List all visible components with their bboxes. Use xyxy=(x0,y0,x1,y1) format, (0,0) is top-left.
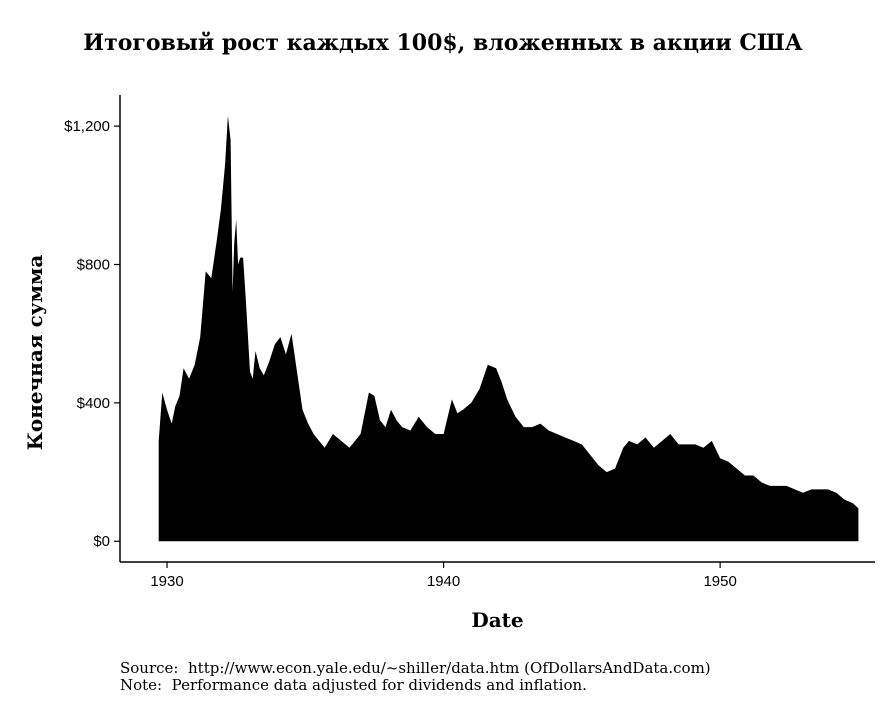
adjustment-note: Note: Performance data adjusted for divi… xyxy=(120,676,587,694)
x-tick-label: 1930 xyxy=(150,573,183,590)
chart-title: Итоговый рост каждых 100$, вложенных в а… xyxy=(83,30,803,56)
y-tick-label: $1,200 xyxy=(64,118,110,135)
x-axis-title: Date xyxy=(471,608,523,632)
y-tick-label: $800 xyxy=(77,257,110,274)
y-tick-label: $0 xyxy=(93,533,110,550)
y-axis-title: Конечная сумма xyxy=(23,255,47,451)
y-tick-label: $400 xyxy=(77,395,110,412)
x-tick-label: 1940 xyxy=(427,573,460,590)
plot-area xyxy=(158,115,859,542)
source-note: Source: http://www.econ.yale.edu/~shille… xyxy=(120,659,711,677)
x-tick-label: 1950 xyxy=(703,573,736,590)
chart-notes: Source: http://www.econ.yale.edu/~shille… xyxy=(120,660,711,694)
series-area xyxy=(158,115,859,542)
y-axis-ticks: $0 $400 $800 $1,200 xyxy=(64,118,120,550)
x-axis-ticks: 1930 1940 1950 xyxy=(150,562,737,590)
